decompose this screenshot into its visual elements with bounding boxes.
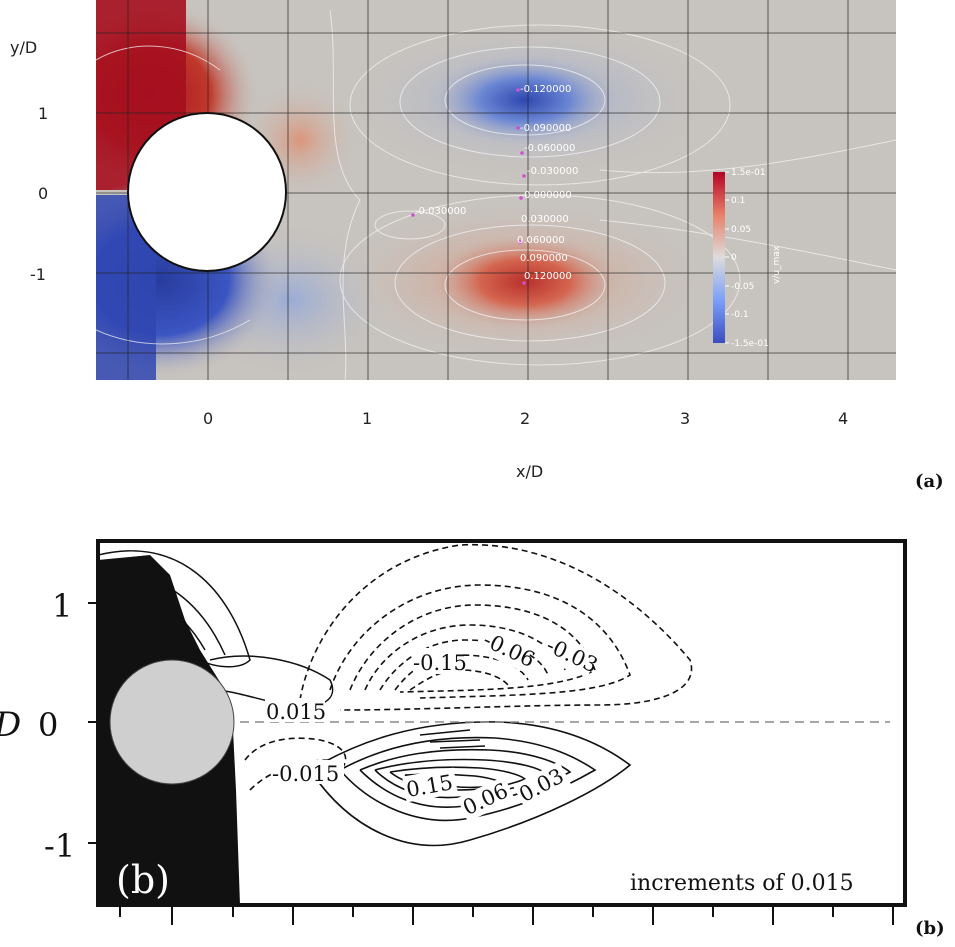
panel-b-ylabel: D (0, 705, 21, 745)
panel-a-xtick-1: 1 (362, 409, 372, 428)
colorbar-tick-2: 0.1 (731, 196, 745, 206)
panel-b-inner-tag: (b) (116, 858, 170, 902)
contour-label-b-1: 0.015 (266, 700, 326, 724)
panel-a-contours (96, 9, 896, 380)
contour-label-a-2: -0.090000 (520, 123, 571, 134)
panel-b-ytick-m1: -1 (44, 827, 75, 865)
panel-a-ytick-m1: -1 (30, 265, 46, 284)
panel-a-ytick-0: 0 (38, 184, 48, 203)
colorbar-tick-7: -1.5e-01 (731, 339, 769, 349)
colorbar-tick-5: -0.05 (731, 282, 754, 292)
contour-label-b-5: -0.015 (272, 762, 339, 786)
cylinder-b (109, 659, 235, 785)
panel-b-ytick-1: 1 (52, 587, 72, 625)
panel-a-ylabel: y/D (10, 38, 37, 57)
panel-b-note: increments of 0.015 (630, 871, 854, 896)
cylinder-a (127, 112, 287, 272)
panel-a-field: -0.120000 -0.090000 -0.060000 -0.030000 … (96, 0, 896, 380)
panel-a-xtick-3: 3 (680, 409, 690, 428)
contour-label-a-3: -0.060000 (524, 143, 575, 154)
panel-a-xtick-4: 4 (838, 409, 848, 428)
panel-b-tag: (b) (915, 918, 945, 939)
panel-b-ytick-0: 0 (38, 706, 58, 744)
contour-label-a-5: 0.000000 (524, 190, 572, 201)
contour-label-a-4: -0.030000 (527, 166, 578, 177)
colorbar: 1.5e-01 0.1 0.05 0 -0.05 -0.1 -1.5e-01 v… (713, 168, 782, 349)
contour-label-a-1: -0.120000 (520, 84, 571, 95)
contour-label-b-2: -0.15 (413, 651, 467, 675)
contour-label-a-10: 0.120000 (524, 271, 572, 282)
contour-label-a-6: -0.030000 (415, 206, 466, 217)
contour-label-a-9: 0.090000 (520, 253, 568, 264)
panel-a: -0.120000 -0.090000 -0.060000 -0.030000 … (10, 0, 944, 492)
colorbar-tick-4: 0 (731, 253, 737, 263)
panel-b-upper-left-contours (98, 550, 334, 708)
panel-a-tag: (a) (915, 471, 944, 492)
colorbar-title: v/u_max (772, 245, 782, 284)
colorbar-tick-3: 0.05 (731, 225, 751, 235)
field-neg-wake-core (425, 52, 625, 148)
panel-a-ytick-1: 1 (38, 104, 48, 123)
contour-label-a-7: 0.030000 (521, 214, 569, 225)
panel-b: 0.015 -0.15 -0.06 -0.03 -0.015 0.15 0.06… (0, 539, 945, 939)
panel-a-xtick-2: 2 (520, 409, 530, 428)
panel-a-xtick-0: 0 (203, 409, 213, 428)
panel-b-xticks (119, 905, 894, 925)
colorbar-tick-1: 1.5e-01 (731, 168, 766, 178)
panel-b-yticks (88, 602, 98, 844)
contour-label-a-8: 0.060000 (517, 235, 565, 246)
colorbar-gradient (713, 172, 725, 343)
colorbar-tick-6: -0.1 (731, 310, 749, 320)
panel-a-contour-labels: -0.120000 -0.090000 -0.060000 -0.030000 … (411, 84, 578, 285)
panel-a-xlabel: x/D (516, 462, 543, 481)
